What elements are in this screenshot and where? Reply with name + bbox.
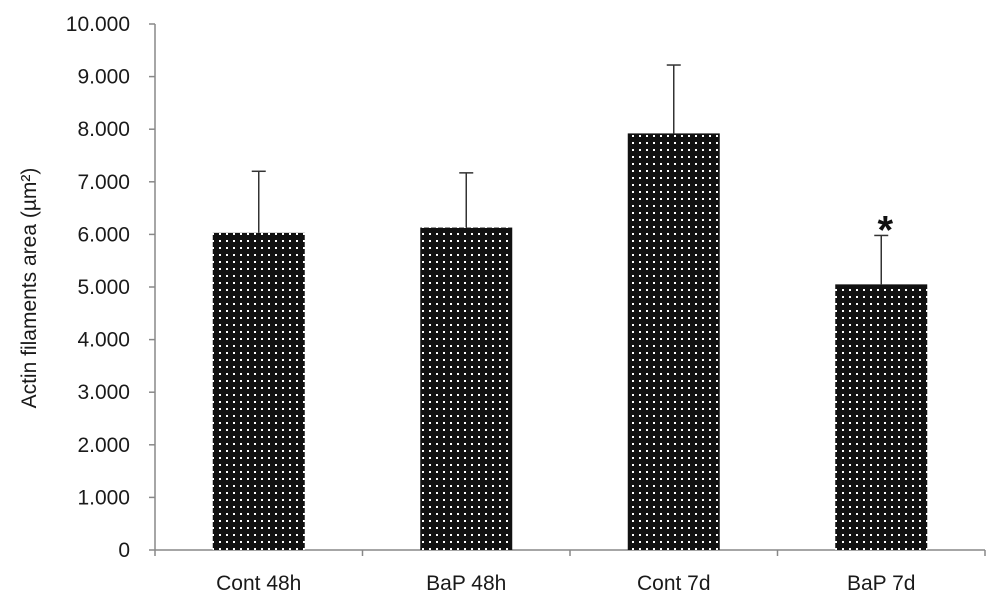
bar <box>835 284 928 550</box>
y-tick-label: 7.000 <box>77 171 130 194</box>
x-tick-label: BaP 7d <box>847 572 916 595</box>
y-tick-label: 1.000 <box>77 486 130 509</box>
y-tick-label: 10.000 <box>66 13 130 36</box>
plot-area: 0 1.000 2.000 3.000 4.000 5.000 6.000 7.000 8.00… <box>66 13 986 595</box>
y-tick-label: 9.000 <box>77 66 130 89</box>
y-tick-label: 5.000 <box>77 276 130 299</box>
bar <box>627 133 720 550</box>
y-tick-label: 3.000 <box>77 381 130 404</box>
significance-marker: * <box>877 208 893 252</box>
x-tick-label: Cont 7d <box>637 572 711 595</box>
y-tick-label: 6.000 <box>77 223 130 246</box>
x-tick-label: Cont 48h <box>216 572 301 595</box>
x-tick-label: BaP 48h <box>426 572 506 595</box>
bar <box>420 227 513 550</box>
y-tick-label: 2.000 <box>77 434 130 457</box>
bar <box>212 232 305 550</box>
y-tick-label: 8.000 <box>77 118 130 141</box>
y-tick-label: 0 <box>118 539 130 562</box>
y-axis-title: Actin filaments area (µm²) <box>18 168 41 409</box>
y-tick-label: 4.000 <box>77 329 130 352</box>
